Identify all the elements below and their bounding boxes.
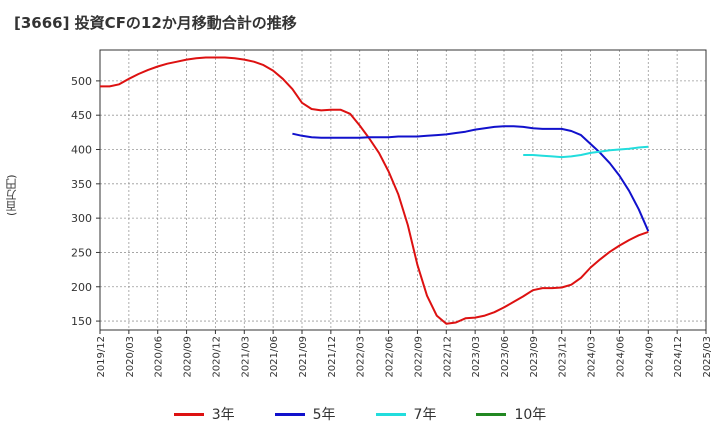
x-tick-label: 2019/12 — [96, 336, 107, 378]
x-tick-label: 2021/09 — [298, 336, 309, 378]
legend-item-3y: 3年 — [173, 402, 235, 426]
y-tick-label: 350 — [71, 178, 92, 191]
x-tick-label: 2025/03 — [702, 336, 713, 378]
legend-swatch-7y — [375, 412, 406, 416]
series-layer — [100, 56, 650, 325]
legend-label-5y: 5年 — [312, 407, 336, 423]
x-tick-label: 2024/12 — [673, 336, 684, 378]
plot-frame — [99, 49, 707, 331]
series-line-7年 — [523, 145, 649, 159]
y-tick-label: 200 — [71, 281, 92, 294]
x-tick-label: 2023/06 — [500, 336, 511, 378]
axis-layer: 150 200 250 300 350 400 450 500 2019/12 2020/03 20… — [71, 49, 713, 378]
grid-layer — [99, 50, 707, 330]
x-tick-label: 2023/12 — [558, 336, 569, 378]
legend: 3年 5年 7年 10年 — [0, 402, 720, 426]
x-tick-label: 2021/06 — [269, 336, 280, 378]
x-tick-label: 2020/03 — [125, 336, 136, 378]
x-tick-label: 2021/12 — [327, 336, 338, 378]
x-tick-label: 2024/09 — [644, 336, 655, 378]
x-tick-label: 2022/06 — [385, 336, 396, 378]
x-tick-label: 2020/09 — [183, 336, 194, 378]
x-tick-label: 2020/12 — [211, 336, 222, 378]
series-line-5年 — [292, 125, 650, 232]
x-tick-label: 2023/03 — [471, 336, 482, 378]
y-tick-label: 400 — [71, 144, 92, 157]
legend-swatch-3y — [173, 412, 204, 416]
chart-title: [3666] 投資CFの12か月移動合計の推移 — [14, 14, 297, 32]
line-chart: 150 200 250 300 350 400 450 500 2019/12 2020/03 20… — [71, 49, 713, 378]
y-tick-label: 300 — [71, 212, 92, 225]
legend-swatch-10y — [476, 412, 507, 416]
x-tick-label: 2022/12 — [442, 336, 453, 378]
x-tick-label: 2024/06 — [615, 336, 626, 378]
legend-item-7y: 7年 — [375, 402, 437, 426]
x-tick-label: 2021/03 — [240, 336, 251, 378]
legend-label-7y: 7年 — [413, 407, 437, 423]
legend-swatch-5y — [274, 412, 305, 416]
y-tick-label: 250 — [71, 246, 92, 259]
x-tick-label: 2024/03 — [587, 336, 598, 378]
legend-label-10y: 10年 — [514, 407, 547, 423]
x-tick-label: 2020/06 — [154, 336, 165, 378]
x-tick-label: 2022/03 — [356, 336, 367, 378]
legend-label-3y: 3年 — [211, 407, 235, 423]
legend-item-10y: 10年 — [476, 402, 546, 426]
x-tick-label: 2023/09 — [529, 336, 540, 378]
legend-item-5y: 5年 — [274, 402, 336, 426]
y-tick-label: 450 — [71, 109, 92, 122]
y-tick-label: 500 — [71, 75, 92, 88]
x-tick-label: 2022/09 — [413, 336, 424, 378]
series-line-3年 — [100, 56, 649, 325]
y-tick-label: 150 — [71, 315, 92, 328]
